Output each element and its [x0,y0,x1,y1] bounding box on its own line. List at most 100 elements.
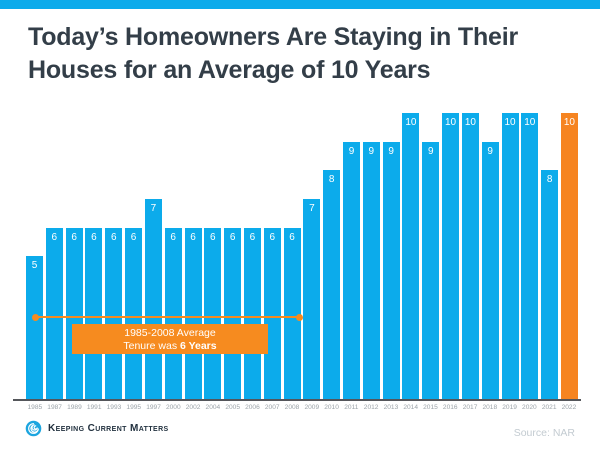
bar-value-label: 9 [368,146,375,157]
x-axis-tick-label: 1989 [67,404,82,411]
x-axis-tick-label: 1991 [86,404,102,411]
bar-2005: 6 [224,228,242,400]
bar-1997: 7 [144,199,162,400]
x-axis-labels: 1985 1987 1989 1991 1993 1995 1997 2000 2002 2004… [25,404,579,411]
x-axis-tick-label: 1993 [106,404,122,411]
x-axis-tick-label: 2007 [264,404,280,411]
bar-2000: 6 [164,228,182,400]
bar-value-label: 6 [210,232,216,243]
bar-2014: 10 [402,113,420,400]
x-axis-tick-label: 2014 [403,404,419,411]
bar-value-label: 9 [388,146,394,157]
bar-2017: 10 [461,113,479,400]
x-axis-tick-label: 2009 [304,404,320,411]
top-accent-bar [0,0,600,9]
x-axis-line [13,399,581,401]
x-axis-tick-label: 2022 [561,404,577,411]
kcm-spiral-logo-icon [25,420,42,437]
bar-value-label: 9 [487,146,493,157]
page-title-line-2: Houses for an Average of 10 Years [28,56,431,84]
bar-2015: 9 [422,142,440,400]
bar-value-label: 6 [249,232,256,243]
bar-2009: 7 [303,199,321,400]
bar-1993: 6 [105,228,123,400]
bar-value-label: 10 [563,117,575,128]
bar-value-label: 10 [504,117,516,128]
x-axis-tick-label: 2016 [442,404,458,411]
x-axis-tick-label: 2020 [522,404,537,411]
x-axis-tick-label: 2000 [165,404,181,411]
bar-2008: 6 [283,228,301,400]
bar-value-label: 10 [464,117,476,128]
bar-value-label: 6 [110,232,117,243]
x-axis-tick-label: 2010 [324,404,339,411]
x-axis-tick-label: 2021 [541,404,557,411]
bar-2006: 6 [243,228,261,400]
bar-value-label: 6 [51,232,58,243]
bar-1987: 6 [45,228,63,400]
bar-2011: 9 [343,142,360,400]
x-axis-tick-label: 2005 [225,404,240,411]
bar-value-label: 6 [269,232,276,243]
chart-bars: 5 6 6 6 6 6 7 6 6 6 6 6 6 6 7 8 9 9 9 10 9 10 10 9 10 10 8 10 [26,113,578,400]
bar-value-label: 6 [229,232,236,243]
bar-1985: 5 [26,256,43,400]
annotation-text-line-1: 1985-2008 Average [124,327,216,339]
bar-value-label: 6 [130,232,137,243]
bar-2010: 8 [323,170,341,400]
bar-2016: 10 [442,113,460,400]
bar-value-label: 10 [445,117,457,128]
bar-2007: 6 [263,228,281,400]
bar-value-label: 6 [91,232,97,243]
x-axis-tick-label: 2006 [245,404,260,411]
x-axis-tick-label: 1995 [126,404,142,411]
bar-value-label: 10 [524,117,536,128]
page-title: Today’s Homeowners Are Staying in Their … [28,21,518,87]
annotation-text-line-2: Tenure was 6 Years [123,340,217,352]
bar-2002: 6 [184,228,202,400]
bar-1995: 6 [125,228,143,400]
annotation-span-line [32,313,303,321]
x-axis-tick-label: 2018 [482,404,498,411]
bar-value-label: 6 [289,232,295,243]
x-axis-tick-label: 1985 [27,404,43,411]
bar-2012: 9 [362,142,380,400]
x-axis-tick-label: 2002 [185,404,201,411]
brand-lockup: Keeping Current Matters [25,420,169,437]
bar-value-label: 8 [328,174,335,185]
bar-2018: 9 [481,142,499,400]
bar-value-label: 7 [309,203,315,214]
x-axis-tick-label: 2011 [344,404,359,411]
bar-value-label: 5 [31,260,38,271]
x-axis-tick-label: 2017 [462,404,478,411]
bar-value-label: 8 [546,174,553,185]
page-title-line-1: Today’s Homeowners Are Staying in Their [28,23,518,51]
bar-value-label: 9 [427,146,434,157]
x-axis-tick-label: 2012 [363,404,379,411]
x-axis-tick-label: 2015 [423,404,438,411]
bar-value-label: 6 [170,232,176,243]
bar-2013: 9 [382,142,400,400]
bar-2019: 10 [501,113,519,400]
bar-value-label: 7 [150,203,157,214]
bar-2020: 10 [521,113,539,400]
x-axis-tick-label: 1997 [146,404,161,411]
bar-value-label: 9 [348,146,355,157]
x-axis-tick-label: 2019 [502,404,517,411]
bar-1989: 6 [65,228,83,400]
x-axis-tick-label: 2013 [383,404,399,411]
bar-value-label: 10 [405,117,417,128]
bar-value-label: 6 [71,232,77,243]
bar-2021: 8 [541,170,559,400]
x-axis-tick-label: 2004 [205,404,221,411]
bar-value-label: 6 [190,232,196,243]
bar-1991: 6 [85,228,103,400]
source-credit: Source: NAR [513,427,575,439]
bar-2004: 6 [204,228,222,400]
brand-name: Keeping Current Matters [48,423,169,434]
annotation-callout: 1985-2008 Average Tenure was 6 Years [72,324,268,354]
bar-2022: 10 [560,113,578,400]
x-axis-tick-label: 2008 [284,404,300,411]
x-axis-tick-label: 1987 [47,404,62,411]
